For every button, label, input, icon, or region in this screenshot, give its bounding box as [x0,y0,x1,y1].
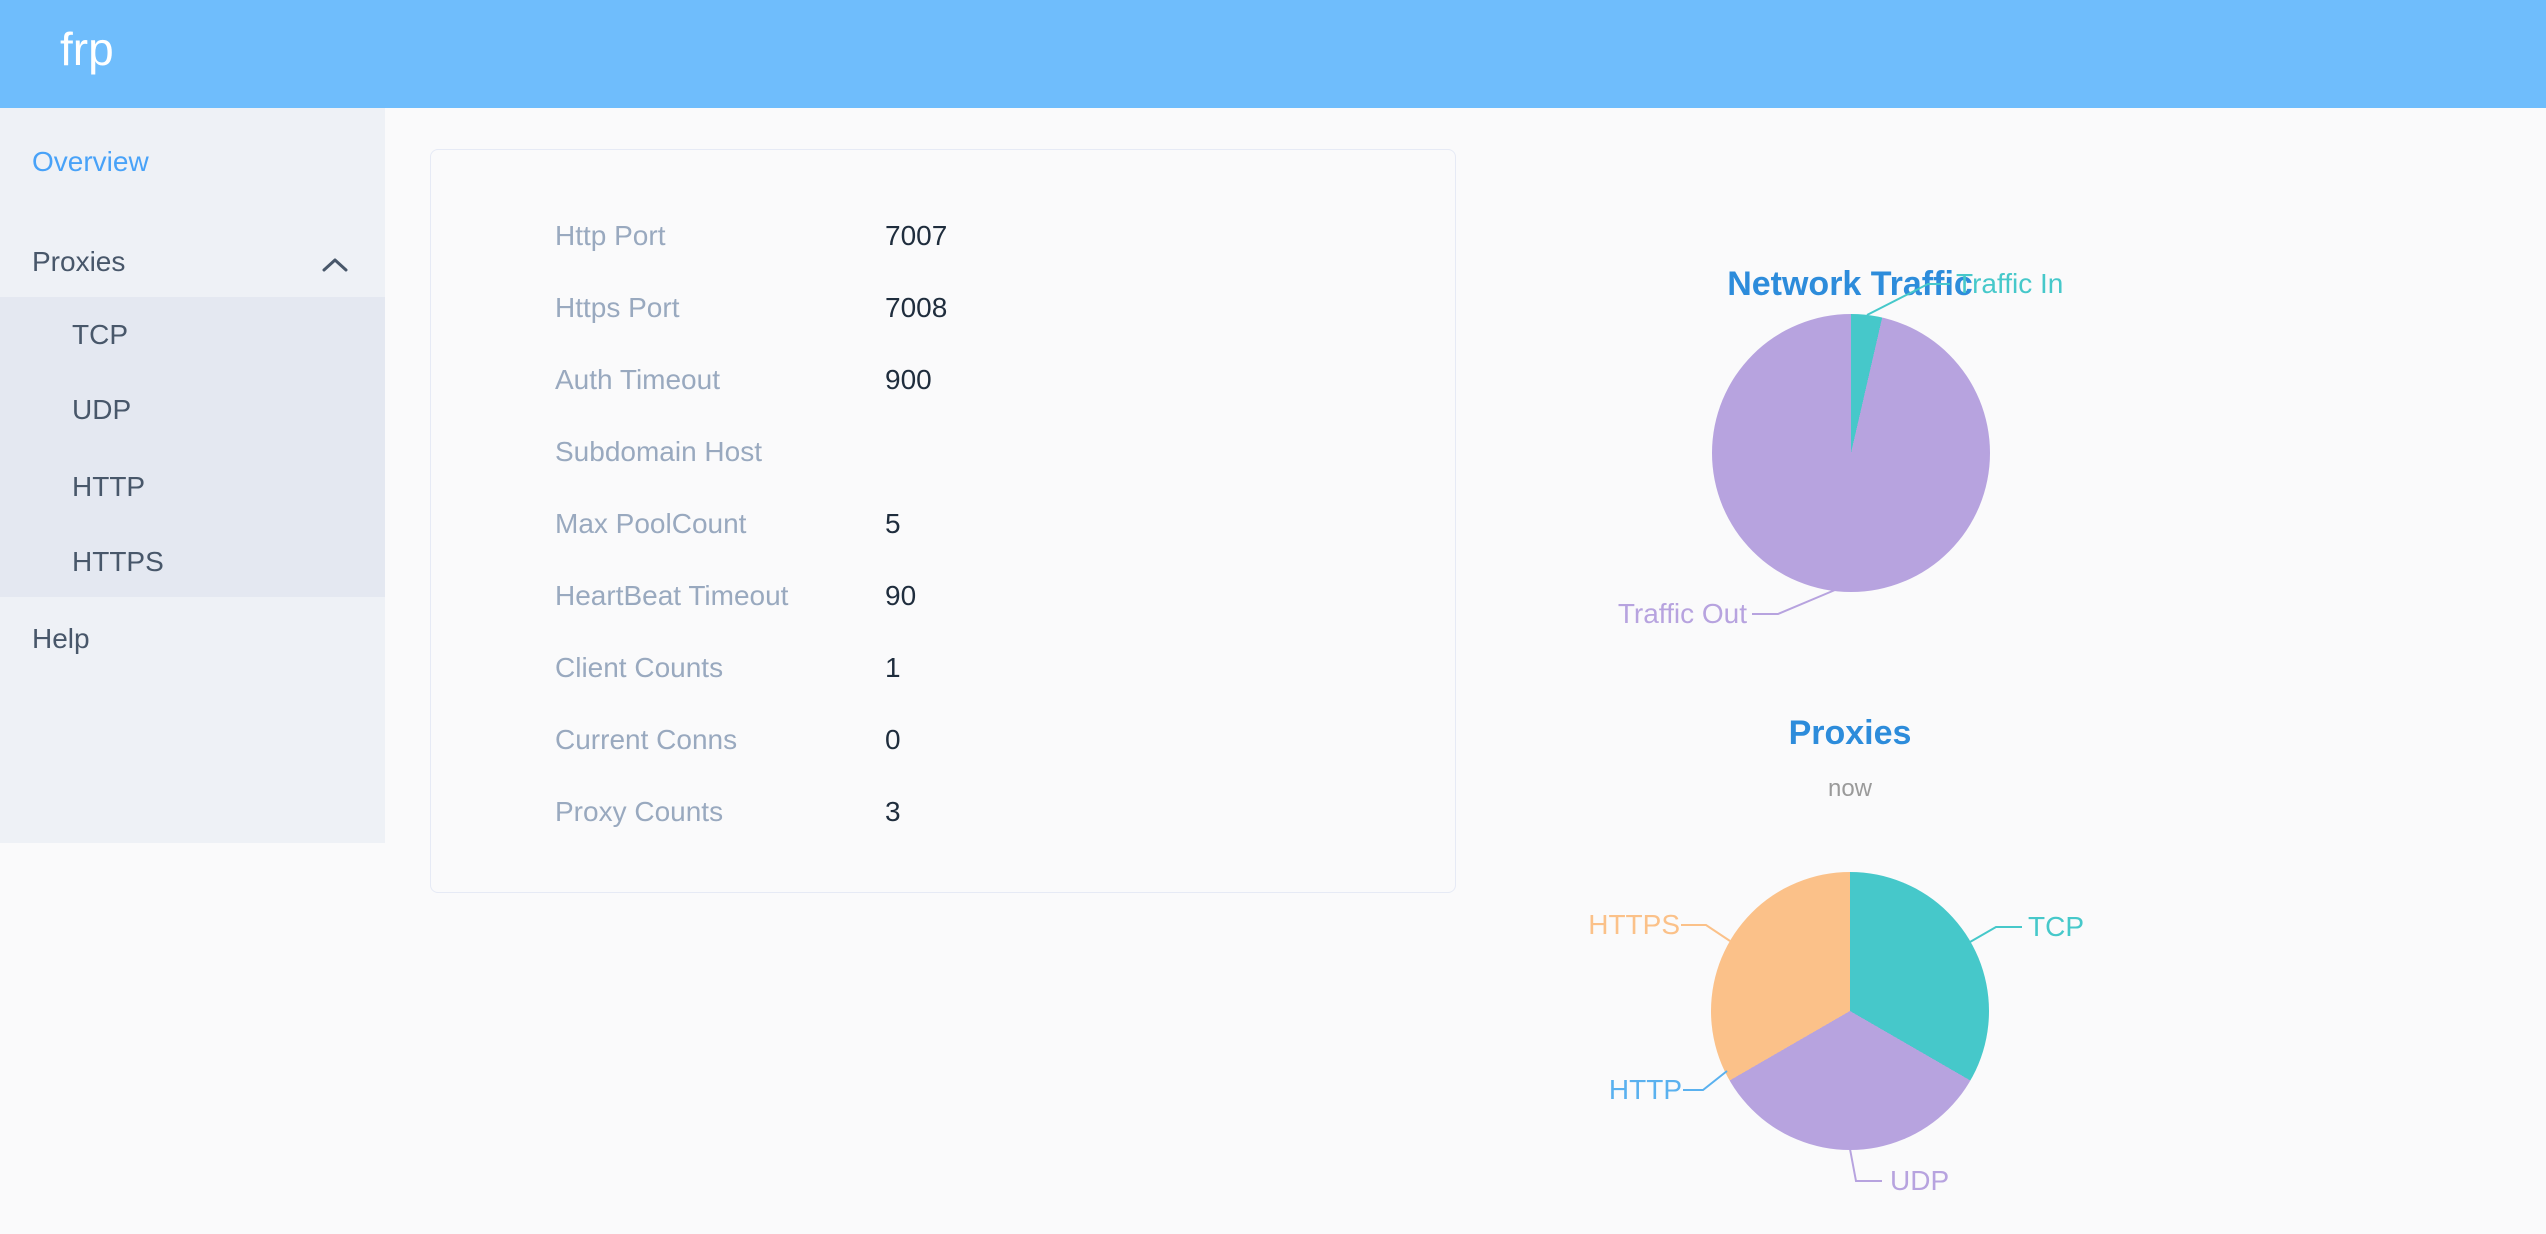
sidebar-item-label: TCP [72,319,128,350]
proxies-title: Proxies [1788,714,1912,752]
http-label: HTTP [1608,1074,1682,1105]
sidebar-item-help[interactable]: Help [0,611,385,667]
charts-column: Network Traffic today Proxies now Traffi… [1550,108,2150,1234]
config-label: Http Port [555,220,666,251]
proxies-subtitle: now [1827,775,1873,802]
sidebar-item-label: Help [32,623,90,654]
udp-label: UDP [1890,1165,1950,1196]
config-label: Current Conns [555,724,738,755]
config-label: HeartBeat Timeout [555,580,789,611]
config-value: 7008 [885,292,948,323]
config-row: Auth Timeout 900 [431,344,1455,416]
chevron-up-icon [322,258,348,272]
http-leader-line [1683,1070,1728,1091]
config-value: 7007 [885,220,948,251]
config-row: Max PoolCount 5 [431,488,1455,560]
sidebar-item-tcp[interactable]: TCP [0,307,385,363]
sidebar-item-https[interactable]: HTTPS [0,534,385,590]
config-value: 900 [885,364,932,395]
https-leader-line [1681,924,1731,942]
traffic-in-label: Traffic In [1956,268,2064,299]
config-row: Http Port 7007 [431,200,1455,272]
server-config-card: Http Port 7007 Https Port 7008 Auth Time… [430,149,1456,893]
config-label: Max PoolCount [555,508,747,539]
tcp-label: TCP [2028,911,2084,942]
config-row: Client Counts 1 [431,632,1455,704]
app-logo: frp [60,23,114,75]
https-label: HTTPS [1588,909,1680,940]
config-value: 0 [885,724,901,755]
sidebar-nav: Overview Proxies TCP UDP HTTP HTTPS Help [0,108,385,843]
config-row: Current Conns 0 [431,704,1455,776]
sidebar-item-overview[interactable]: Overview [0,134,385,190]
config-value: 90 [885,580,917,611]
config-value: 3 [885,796,901,827]
tcp-leader-line [1969,926,2022,943]
config-label: Https Port [555,292,680,323]
config-row: HeartBeat Timeout 90 [431,560,1455,632]
sidebar-item-label: HTTPS [72,546,164,577]
config-value: 1 [885,652,901,683]
proxies-submenu-background [0,297,385,597]
config-row: Https Port 7008 [431,272,1455,344]
config-label: Client Counts [555,652,724,683]
sidebar-item-label: Proxies [32,246,126,277]
sidebar-item-proxies[interactable]: Proxies [0,234,385,290]
traffic-out-leader-line [1752,589,1836,615]
proxies-pie[interactable] [1711,872,1989,1150]
sidebar-item-label: HTTP [72,471,146,502]
sidebar-item-label: Overview [32,146,149,177]
traffic-out-label: Traffic Out [1617,598,1747,629]
config-label: Auth Timeout [555,364,720,395]
app-header: frp [0,0,2546,108]
config-row: Subdomain Host [431,416,1455,488]
udp-leader-line [1849,1148,1882,1182]
config-value: 5 [885,508,901,539]
config-label: Subdomain Host [555,436,763,467]
config-label: Proxy Counts [555,796,724,827]
sidebar-item-udp[interactable]: UDP [0,382,385,438]
network-traffic-pie[interactable] [1712,314,1990,592]
sidebar-item-http[interactable]: HTTP [0,459,385,515]
config-row: Proxy Counts 3 [431,776,1455,848]
sidebar-item-label: UDP [72,394,132,425]
